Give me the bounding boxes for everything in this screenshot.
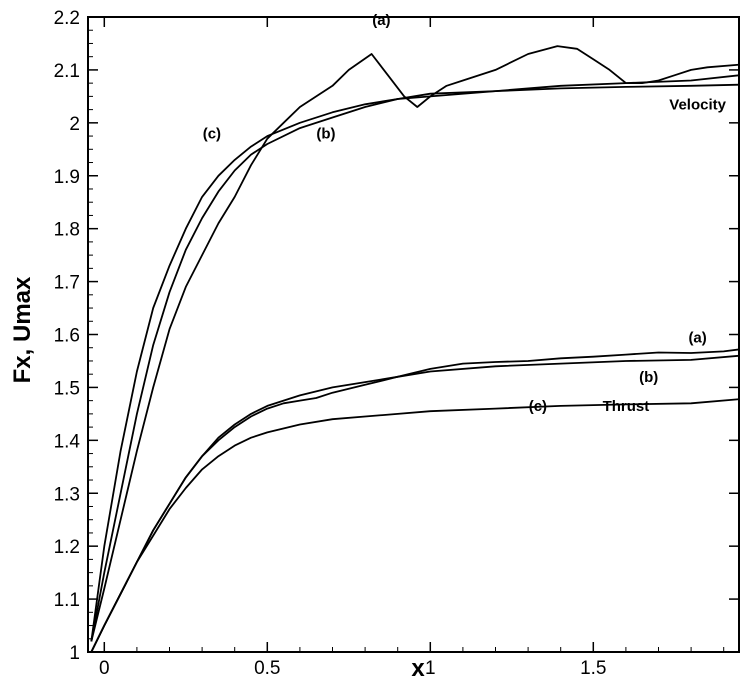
annotation-label: (a) [688, 329, 706, 346]
y-axis-title: Fx, Umax [9, 276, 36, 383]
curve-thrust-c [90, 398, 740, 653]
plot-annotations: (a) (c) (b) Velocity (a) (b) (c) Thrust [203, 12, 727, 415]
annotation-label: Thrust [603, 398, 650, 415]
x-tick-label: 1 [425, 658, 436, 679]
annotation-label: (a) [372, 12, 390, 29]
annotation-label: (c) [203, 126, 221, 143]
x-tick-label: 1.5 [580, 658, 606, 679]
annotation-label: (c) [529, 398, 547, 415]
y-tick-label: 1.2 [54, 537, 80, 558]
curve-thrust-a [90, 348, 740, 653]
y-tick-label: 2 [69, 114, 80, 135]
y-tick-label: 1 [69, 643, 80, 664]
y-tick-label: 1.4 [54, 431, 81, 452]
x-tick-label: 0 [99, 658, 110, 679]
annotation-label: Velocity [669, 97, 726, 114]
y-tick-label: 1.8 [54, 220, 80, 241]
y-tick-label: 1.3 [54, 484, 80, 505]
curve-velocity-c [90, 83, 740, 642]
y-tick-label: 2.1 [54, 61, 80, 82]
x-axis-title: x [411, 655, 425, 679]
annotation-label: (b) [639, 369, 658, 386]
annotation-label: (b) [316, 126, 335, 143]
plot-frame [87, 16, 740, 653]
y-tick-label: 2.2 [54, 8, 80, 29]
curve-velocity-a [90, 45, 740, 642]
curve-thrust-b [90, 354, 740, 653]
y-tick-label: 1.9 [54, 167, 80, 188]
y-tick-label: 1.1 [54, 590, 80, 611]
plot-curves [90, 45, 740, 653]
x-tick-label: 0.5 [254, 658, 280, 679]
y-tick-label: 1.5 [54, 378, 80, 399]
y-tick-label: 1.6 [54, 326, 80, 347]
plot-axes: 1 1.1 1.2 1.3 1.4 1.5 1.6 1.7 1.8 1.9 2 2.1 2.2 0 0.5 1… [54, 8, 740, 679]
y-tick-label: 1.7 [54, 273, 80, 294]
curve-velocity-b [90, 74, 740, 642]
